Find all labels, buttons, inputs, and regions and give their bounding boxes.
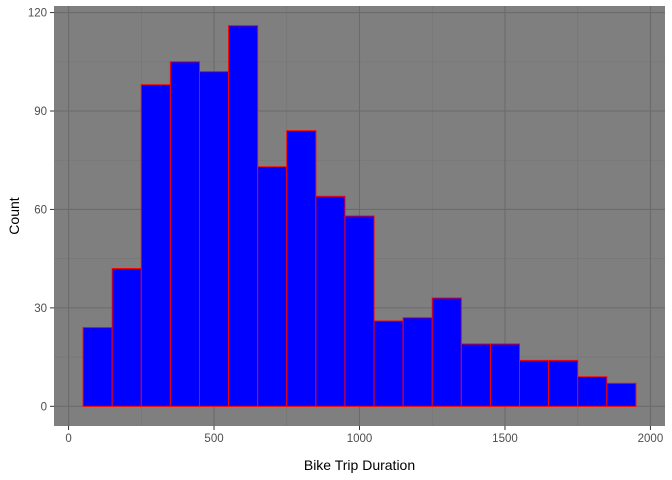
x-tick-label: 0	[65, 433, 71, 445]
y-tick-label: 0	[41, 401, 47, 413]
x-tick-label: 1500	[492, 433, 518, 445]
x-tick-label: 500	[204, 433, 223, 445]
histogram-bar	[577, 376, 608, 407]
histogram-bar	[82, 327, 113, 407]
x-tick-label: 1000	[347, 433, 373, 445]
y-tick-label: 30	[34, 303, 47, 315]
histogram-bar	[548, 359, 579, 407]
histogram-bar	[373, 320, 404, 407]
histogram-bar	[519, 359, 550, 407]
histogram-bar	[402, 317, 433, 407]
histogram-bar	[228, 25, 259, 407]
histogram-bar	[489, 343, 521, 407]
histogram-bar	[257, 166, 288, 407]
histogram-bar	[606, 382, 637, 407]
histogram-bar	[198, 71, 230, 407]
y-tick-label: 90	[34, 106, 47, 118]
histogram-bars	[82, 25, 637, 407]
histogram-bar	[286, 130, 317, 407]
x-axis-title: Bike Trip Duration	[304, 457, 415, 473]
x-axis: 0 500 1000 1500 2000	[65, 426, 663, 445]
histogram-bar	[460, 343, 491, 407]
y-axis-title: Count	[6, 197, 22, 234]
histogram-bar	[315, 195, 346, 407]
y-axis: 0 30 60 90 120	[28, 8, 54, 413]
histogram-bar	[111, 268, 142, 407]
histogram-bar	[431, 297, 462, 407]
histogram-bar	[169, 61, 200, 407]
y-tick-label: 60	[34, 204, 47, 216]
histogram-bar	[344, 215, 375, 407]
x-tick-label: 2000	[638, 433, 664, 445]
histogram-bar	[140, 84, 171, 407]
y-tick-label: 120	[28, 8, 47, 20]
